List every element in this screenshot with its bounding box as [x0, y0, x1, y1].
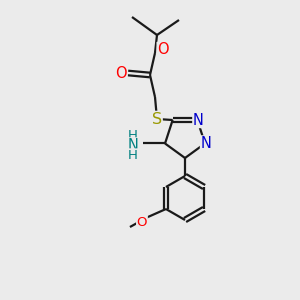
Text: H: H: [128, 149, 138, 162]
Text: O: O: [157, 43, 169, 58]
Text: N: N: [128, 138, 139, 153]
Text: S: S: [152, 112, 162, 127]
Text: O: O: [137, 215, 147, 229]
Text: N: N: [193, 112, 204, 128]
Text: N: N: [200, 136, 211, 151]
Text: O: O: [115, 65, 127, 80]
Text: H: H: [128, 129, 138, 142]
